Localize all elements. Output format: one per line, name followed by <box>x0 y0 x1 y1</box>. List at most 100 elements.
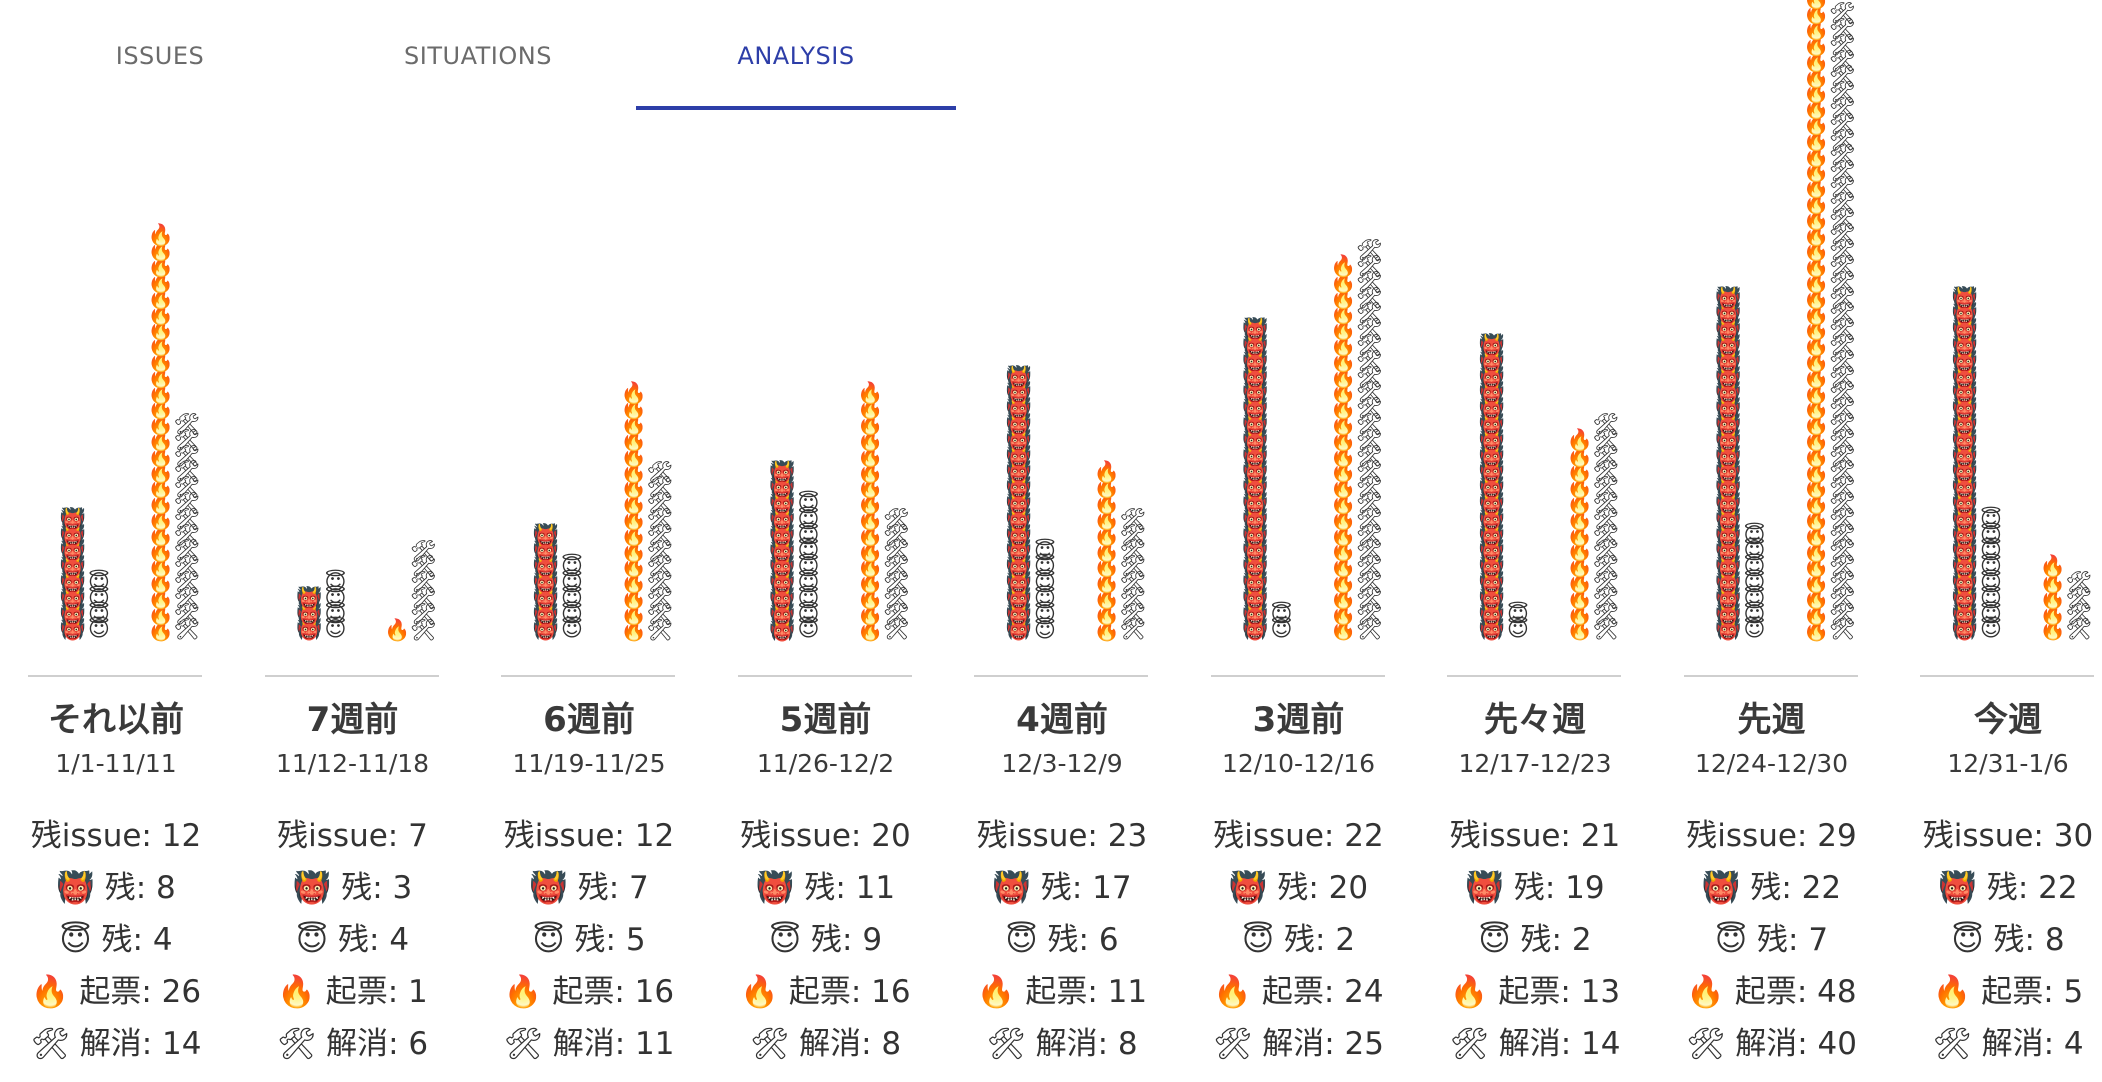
oni-icon: 👹 <box>1005 380 1033 405</box>
fire-icon: 🔥 <box>147 364 175 389</box>
angel-icon: 😇 <box>88 570 110 595</box>
fire-icon: 🔥 <box>620 601 648 626</box>
fire-bar: 🔥 🔥 🔥 🔥 🔥 🔥 🔥 🔥 🔥 🔥 🔥 🔥 🔥 🔥 🔥 🔥 🔥 🔥 🔥 🔥 🔥 🔥 🔥 🔥 🔥 🔥 🔥 🔥 🔥 🔥 🔥 🔥 🔥 🔥 🔥 🔥 🔥 🔥 🔥 🔥… <box>1803 0 1830 643</box>
angel-icon: 😇 <box>88 601 110 626</box>
fire-icon: 🔥 <box>1093 459 1121 484</box>
tools-icon: 🛠 <box>646 475 674 500</box>
oni-icon: 👹 <box>1951 443 1979 468</box>
remaining-issue-count: 残issue: 7 <box>277 818 428 854</box>
angel-icon: 😇 <box>1743 538 1766 563</box>
angel-icon: 😇 <box>1980 506 2002 531</box>
oni-icon: 👹 <box>1478 412 1506 437</box>
oni-icon: 👹 <box>532 554 560 579</box>
fire-icon: 🔥 <box>620 491 648 516</box>
tools-icon: 🛠 <box>1356 506 1383 531</box>
fire-icon: 🔥 <box>1330 301 1357 326</box>
opened-count: 🔥 起票: 1 <box>277 974 428 1010</box>
tools-icon: 🛠 <box>1356 570 1383 595</box>
tools-icon: 🛠 <box>173 491 201 516</box>
fire-icon: 🔥 <box>2039 554 2067 579</box>
tools-icon: 🛠 <box>646 570 674 595</box>
fire-icon: 🔥 <box>1330 412 1357 437</box>
fire-icon: 🔥 <box>1093 538 1121 563</box>
tools-icon: 🛠 <box>646 601 674 626</box>
tools-icon: 🛠 <box>1829 127 1856 152</box>
tools-icon: 🛠 <box>646 585 674 610</box>
fire-icon: 🔥 <box>1330 459 1357 484</box>
oni-remaining-count: 👹 残: 8 <box>56 870 176 906</box>
fire-icon: 🔥 <box>1330 364 1357 389</box>
fire-icon: 🔥 <box>1330 554 1357 579</box>
tools-bar: 🛠 🛠 🛠 🛠 🛠 🛠 🛠 🛠 🛠 🛠 🛠 🛠 🛠 🛠 <box>173 412 201 643</box>
fire-icon: 🔥 <box>1566 601 1594 626</box>
oni-remaining-count: 👹 残: 17 <box>992 870 1132 906</box>
tools-icon: 🛠 <box>1829 285 1856 310</box>
active-tab-indicator <box>636 106 956 110</box>
tools-icon: 🛠 <box>1119 506 1147 531</box>
oni-icon: 👹 <box>769 554 796 579</box>
tools-icon: 🛠 <box>883 617 910 642</box>
date-range: 1/1-11/11 <box>55 749 177 778</box>
angel-icon: 😇 <box>324 601 347 626</box>
tab-issues[interactable]: ISSUES <box>115 42 205 70</box>
fire-icon: 🔥 <box>147 380 175 405</box>
tools-icon: 🛠 <box>1829 159 1856 184</box>
tools-icon: 🛠 <box>1356 538 1383 563</box>
week-column-label: 先々週 12/17-12/23 残issue: 21 👹 残: 19 😇 残: 2 🔥 起… <box>1417 690 1653 1070</box>
remaining-issue-count: 残issue: 21 <box>1449 818 1621 854</box>
tools-icon: 🛠 <box>173 585 201 610</box>
oni-icon: 👹 <box>1715 459 1742 484</box>
week-title: 6週前 <box>543 700 635 740</box>
resolved-count: 🛠 解消: 14 <box>1449 1026 1621 1062</box>
tab-situations[interactable]: SITUATIONS <box>404 42 552 70</box>
tools-icon: 🛠 <box>1119 601 1147 626</box>
fire-icon: 🔥 <box>1803 475 1830 500</box>
oni-icon: 👹 <box>1951 380 1979 405</box>
tools-icon: 🛠 <box>1592 554 1620 579</box>
oni-icon: 👹 <box>1478 348 1506 373</box>
oni-icon: 👹 <box>1715 333 1742 358</box>
fire-icon: 🔥 <box>147 396 175 421</box>
tools-icon: 🛠 <box>410 617 437 642</box>
tools-icon: 🛠 <box>2065 570 2093 595</box>
tools-icon: 🛠 <box>1592 475 1620 500</box>
date-range: 11/12-11/18 <box>275 749 430 778</box>
angel-icon: 😇 <box>1034 554 1056 579</box>
fire-icon: 🔥 <box>1803 143 1830 168</box>
oni-icon: 👹 <box>1715 285 1742 310</box>
fire-icon: 🔥 <box>857 601 884 626</box>
tab-analysis[interactable]: ANALYSIS <box>737 42 855 70</box>
column-divider <box>1683 675 1858 677</box>
oni-icon: 👹 <box>1951 491 1979 516</box>
fire-icon: 🔥 <box>147 443 175 468</box>
fire-icon: 🔥 <box>1093 585 1121 610</box>
tools-icon: 🛠 <box>646 506 674 531</box>
oni-icon: 👹 <box>1951 301 1979 326</box>
tools-icon: 🛠 <box>1829 96 1856 121</box>
tools-icon: 🛠 <box>883 522 910 547</box>
oni-icon: 👹 <box>1242 506 1269 531</box>
week-title: 3週前 <box>1252 700 1345 740</box>
fire-icon: 🔥 <box>1803 32 1830 57</box>
angel-icon: 😇 <box>1743 601 1766 626</box>
fire-icon: 🔥 <box>147 333 175 358</box>
oni-icon: 👹 <box>1715 601 1742 626</box>
tools-icon: 🛠 <box>883 585 910 610</box>
angel-icon: 😇 <box>561 554 583 579</box>
tools-bar: 🛠 🛠 🛠 🛠 🛠 🛠 🛠 🛠 🛠 🛠 🛠 <box>646 459 674 643</box>
fire-icon: 🔥 <box>147 285 175 310</box>
fire-icon: 🔥 <box>147 348 175 373</box>
oni-icon: 👹 <box>1478 364 1506 389</box>
oni-icon: 👹 <box>1715 475 1742 500</box>
tools-icon: 🛠 <box>1829 238 1856 263</box>
oni-icon: 👹 <box>1478 491 1506 516</box>
tools-bar: 🛠 🛠 🛠 🛠 🛠 🛠 🛠 🛠 <box>1119 506 1147 643</box>
oni-icon: 👹 <box>1951 317 1979 342</box>
fire-icon: 🔥 <box>147 601 175 626</box>
fire-bar: 🔥 🔥 🔥 🔥 🔥 🔥 🔥 🔥 🔥 🔥 🔥 🔥 🔥 🔥 🔥 🔥 <box>621 380 647 643</box>
week-title: 4週前 <box>1016 700 1108 740</box>
oni-icon: 👹 <box>1005 570 1033 595</box>
fire-icon: 🔥 <box>1803 491 1830 516</box>
week-title: それ以前 <box>48 700 184 740</box>
oni-icon: 👹 <box>769 570 796 595</box>
